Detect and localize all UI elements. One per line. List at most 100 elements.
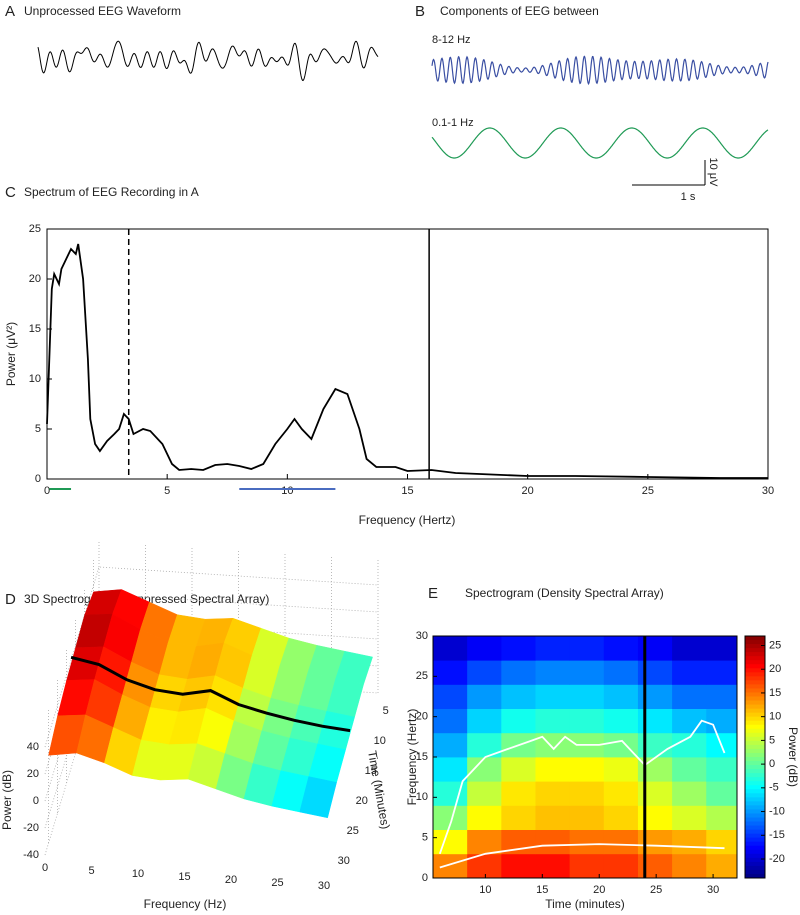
y-tick-label: 20: [416, 711, 428, 723]
colorbar-step: [745, 720, 765, 726]
colorbar-step: [745, 700, 765, 706]
heatmap-cell: [603, 757, 639, 782]
x-tick-label: 15: [401, 485, 413, 497]
colorbar-step: [745, 744, 765, 750]
panel-title: Components of EEG between: [440, 4, 599, 18]
heatmap-cell: [501, 781, 536, 806]
colorbar-step: [745, 861, 765, 867]
colorbar-step: [745, 692, 765, 697]
heatmap-cell: [569, 708, 605, 734]
axes-frame: [46, 228, 769, 480]
heatmap-cell: [569, 757, 605, 782]
colorbar-tick-label: 5: [769, 734, 775, 746]
colorbar-step: [745, 724, 765, 730]
colorbar-step: [745, 716, 765, 722]
y-tick-label: 25: [29, 223, 41, 235]
x-tick-label: 30: [762, 485, 774, 497]
colorbar-step: [745, 644, 765, 649]
colorbar-frame: [744, 635, 766, 879]
colorbar-step: [745, 708, 765, 714]
heatmap-cell: [603, 781, 639, 806]
colorbar-step: [745, 837, 765, 843]
heatmap-cell: [637, 853, 673, 879]
colorbar-step: [745, 845, 765, 851]
heatmap-cell: [535, 781, 571, 806]
x-tick-label: 15: [178, 871, 190, 883]
colorbar-step: [745, 829, 765, 835]
surface-cell: [299, 776, 337, 819]
panel-letter: E: [428, 585, 438, 602]
heatmap-cell: [569, 829, 605, 855]
colorbar-label: Power (dB): [786, 727, 800, 787]
waveform: [431, 127, 769, 159]
t-tick-label: 30: [338, 855, 350, 867]
colorbar-step: [745, 781, 765, 786]
colorbar-step: [745, 664, 765, 669]
heatmap-cell: [637, 684, 673, 709]
heatmap-cell: [467, 829, 502, 855]
heatmap-cell: [433, 732, 468, 758]
heatmap-cell: [535, 660, 571, 685]
scale-label: 1 s: [681, 191, 696, 203]
x-tick-label: 0: [42, 862, 48, 874]
heatmap-cell: [433, 708, 468, 734]
t-tick-label: 5: [383, 705, 389, 717]
colorbar-tick-label: 0: [769, 758, 775, 770]
t-tick-label: 20: [356, 795, 368, 807]
heatmap-cell: [467, 805, 502, 830]
colorbar-step: [745, 857, 765, 863]
z-tick-label: 20: [27, 768, 39, 780]
waveform: [37, 40, 379, 82]
panel-title: 3D Spectrogram (Compressed Spectral Arra…: [24, 592, 269, 606]
y-axis-label: Frequency (Hertz): [405, 709, 419, 806]
heatmap-cell: [637, 829, 673, 855]
x-tick-label: 25: [642, 485, 654, 497]
colorbar-step: [745, 684, 765, 689]
colorbar-step: [745, 660, 765, 665]
x-tick-label: 30: [707, 884, 719, 896]
colorbar-step: [745, 704, 765, 710]
heatmap-cell: [535, 829, 571, 855]
colorbar-step: [745, 817, 765, 823]
t-tick-label: 10: [374, 735, 386, 747]
colorbar-step: [745, 676, 765, 681]
heatmap-cell: [467, 684, 502, 709]
t-axis-label: Time (Minutes): [365, 749, 393, 830]
x-axis-label: Frequency (Hertz): [359, 513, 456, 527]
colorbar-step: [745, 841, 765, 847]
heatmap-cell: [603, 708, 639, 734]
heatmap-cell: [467, 636, 502, 661]
heatmap-cell: [569, 805, 605, 830]
heatmap-cell: [637, 757, 673, 782]
panel-title: Unprocessed EEG Waveform: [24, 4, 181, 18]
heatmap-cell: [672, 757, 707, 782]
panel-letter: A: [5, 3, 15, 20]
heatmap-cell: [535, 757, 571, 782]
z-tick-label: -40: [23, 849, 39, 861]
panel-letter: D: [5, 591, 16, 608]
colorbar-step: [745, 805, 765, 810]
y-tick-label: 0: [422, 872, 428, 884]
heatmap-cell: [501, 708, 536, 734]
heatmap-cell: [637, 805, 673, 830]
heatmap-cell: [569, 781, 605, 806]
heatmap-cell: [706, 829, 738, 855]
series-label: 0.1-1 Hz: [432, 117, 474, 129]
colorbar-step: [745, 656, 765, 661]
heatmap-cell: [433, 636, 468, 661]
y-tick-label: 20: [29, 273, 41, 285]
colorbar-step: [745, 648, 765, 653]
heatmap-cell: [672, 829, 707, 855]
y-tick-label: 5: [422, 832, 428, 844]
y-tick-label: 5: [35, 423, 41, 435]
heatmap-cell: [637, 732, 673, 758]
colorbar-step: [745, 668, 765, 673]
z-tick-label: -20: [23, 822, 39, 834]
y-tick-label: 10: [29, 373, 41, 385]
colorbar-step: [745, 748, 765, 754]
colorbar-step: [745, 740, 765, 746]
panel-letter: C: [5, 184, 16, 201]
heatmap-cell: [535, 636, 571, 661]
heatmap-cell: [535, 805, 571, 830]
heatmap-cell: [672, 853, 707, 879]
